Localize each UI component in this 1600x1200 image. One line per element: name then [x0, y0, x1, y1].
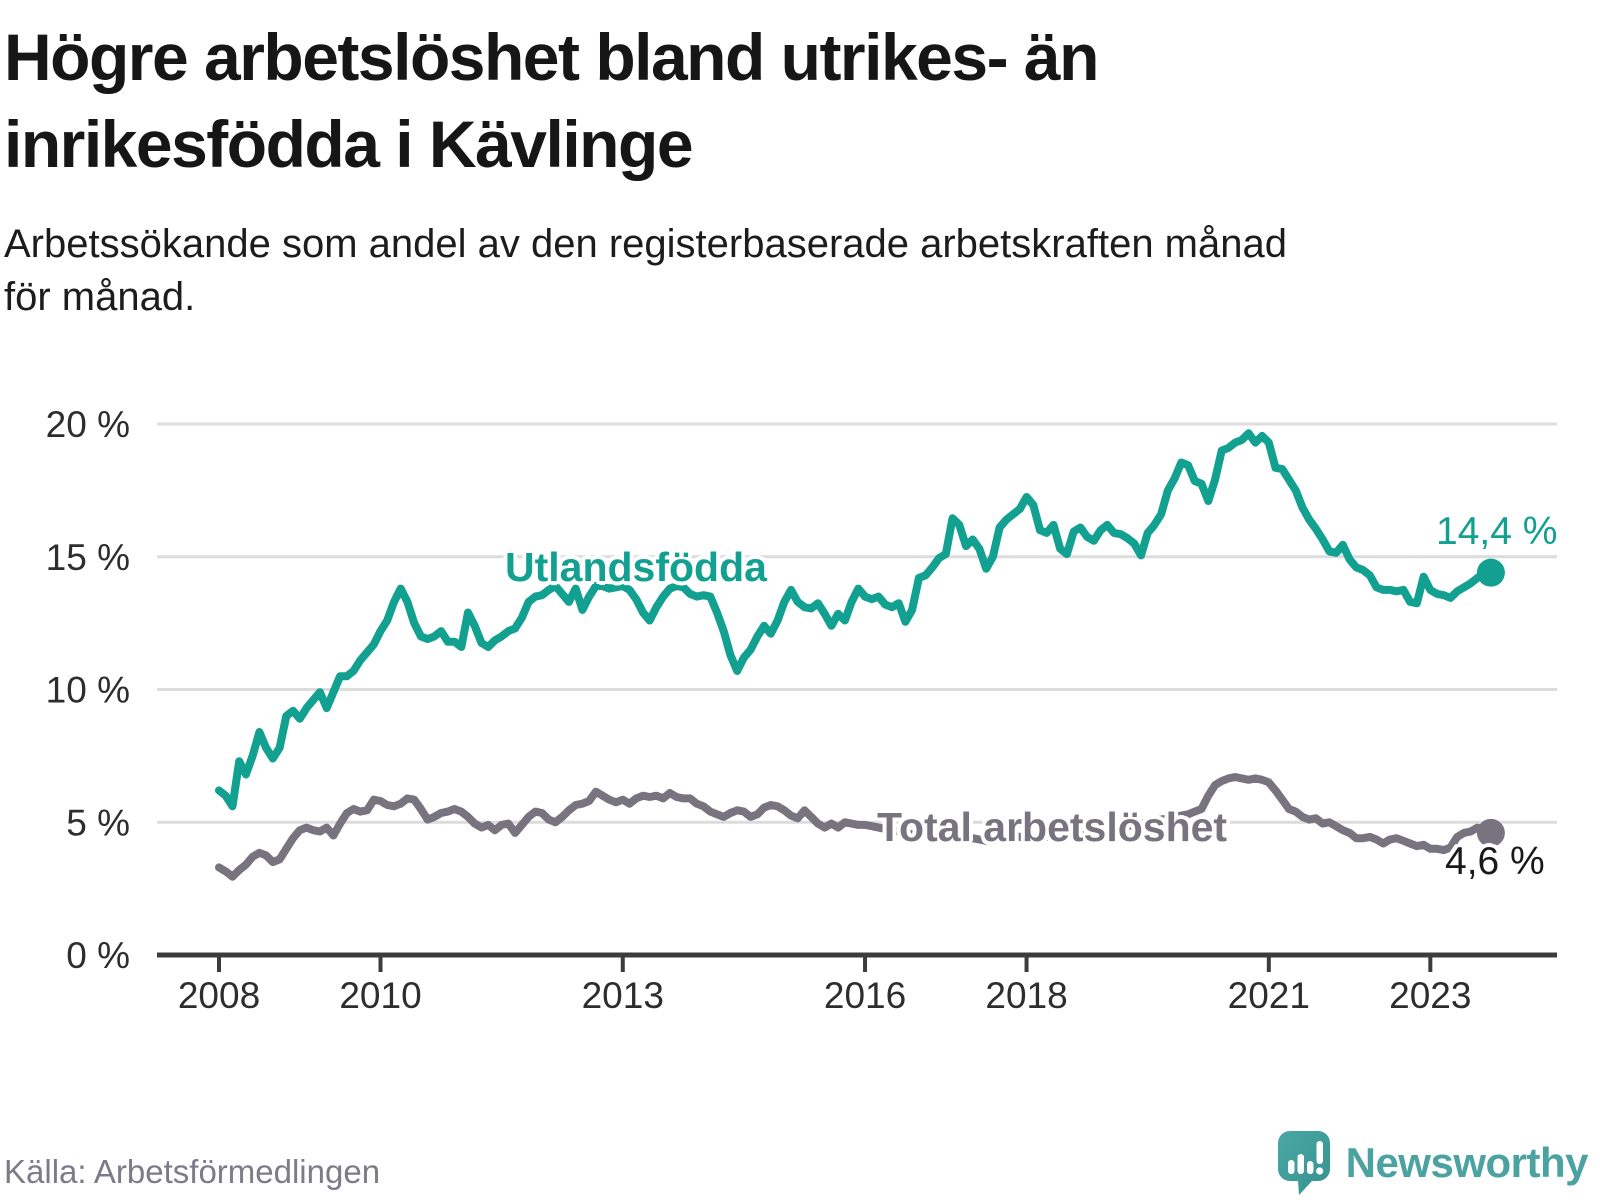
series-label-total-arbetsloshet: Total arbetslöshet — [877, 804, 1228, 850]
source-note: Källa: Arbetsförmedlingen — [4, 1153, 381, 1190]
bar-icon — [1306, 1161, 1314, 1174]
newsworthy-logo: Newsworthy — [1277, 1130, 1589, 1196]
svg-text:2023: 2023 — [1389, 975, 1471, 1016]
svg-text:2008: 2008 — [178, 975, 260, 1016]
exclamation-icon — [1316, 1141, 1323, 1164]
svg-text:5 %: 5 % — [66, 802, 130, 843]
svg-text:2018: 2018 — [985, 975, 1067, 1016]
svg-text:2021: 2021 — [1228, 975, 1310, 1016]
page-title: Högre arbetslöshet bland utrikes- än inr… — [4, 20, 1099, 182]
end-value-label-utlandsfodda: 14,4 % — [1436, 510, 1558, 553]
chart-subtitle: Arbetssökande som andel av den registerb… — [4, 222, 1287, 320]
svg-text:10 %: 10 % — [46, 670, 130, 711]
end-value-label-total: 4,6 % — [1445, 840, 1545, 883]
bar-icon — [1297, 1154, 1304, 1174]
bar-icon — [1287, 1160, 1295, 1174]
svg-text:15 %: 15 % — [46, 537, 130, 578]
brand-name: Newsworthy — [1345, 1139, 1589, 1186]
exclamation-dot-icon — [1315, 1167, 1323, 1175]
chart-header: Högre arbetslöshet bland utrikes- än inr… — [4, 14, 1454, 325]
series-label-utlandsfodda: Utlandsfödda — [505, 544, 767, 590]
svg-text:0 %: 0 % — [66, 935, 130, 976]
svg-text:20 %: 20 % — [46, 404, 130, 445]
newsworthy-bubble-icon — [1277, 1131, 1330, 1195]
svg-text:2016: 2016 — [824, 975, 906, 1016]
svg-text:2013: 2013 — [582, 975, 664, 1016]
svg-text:2010: 2010 — [339, 975, 421, 1016]
